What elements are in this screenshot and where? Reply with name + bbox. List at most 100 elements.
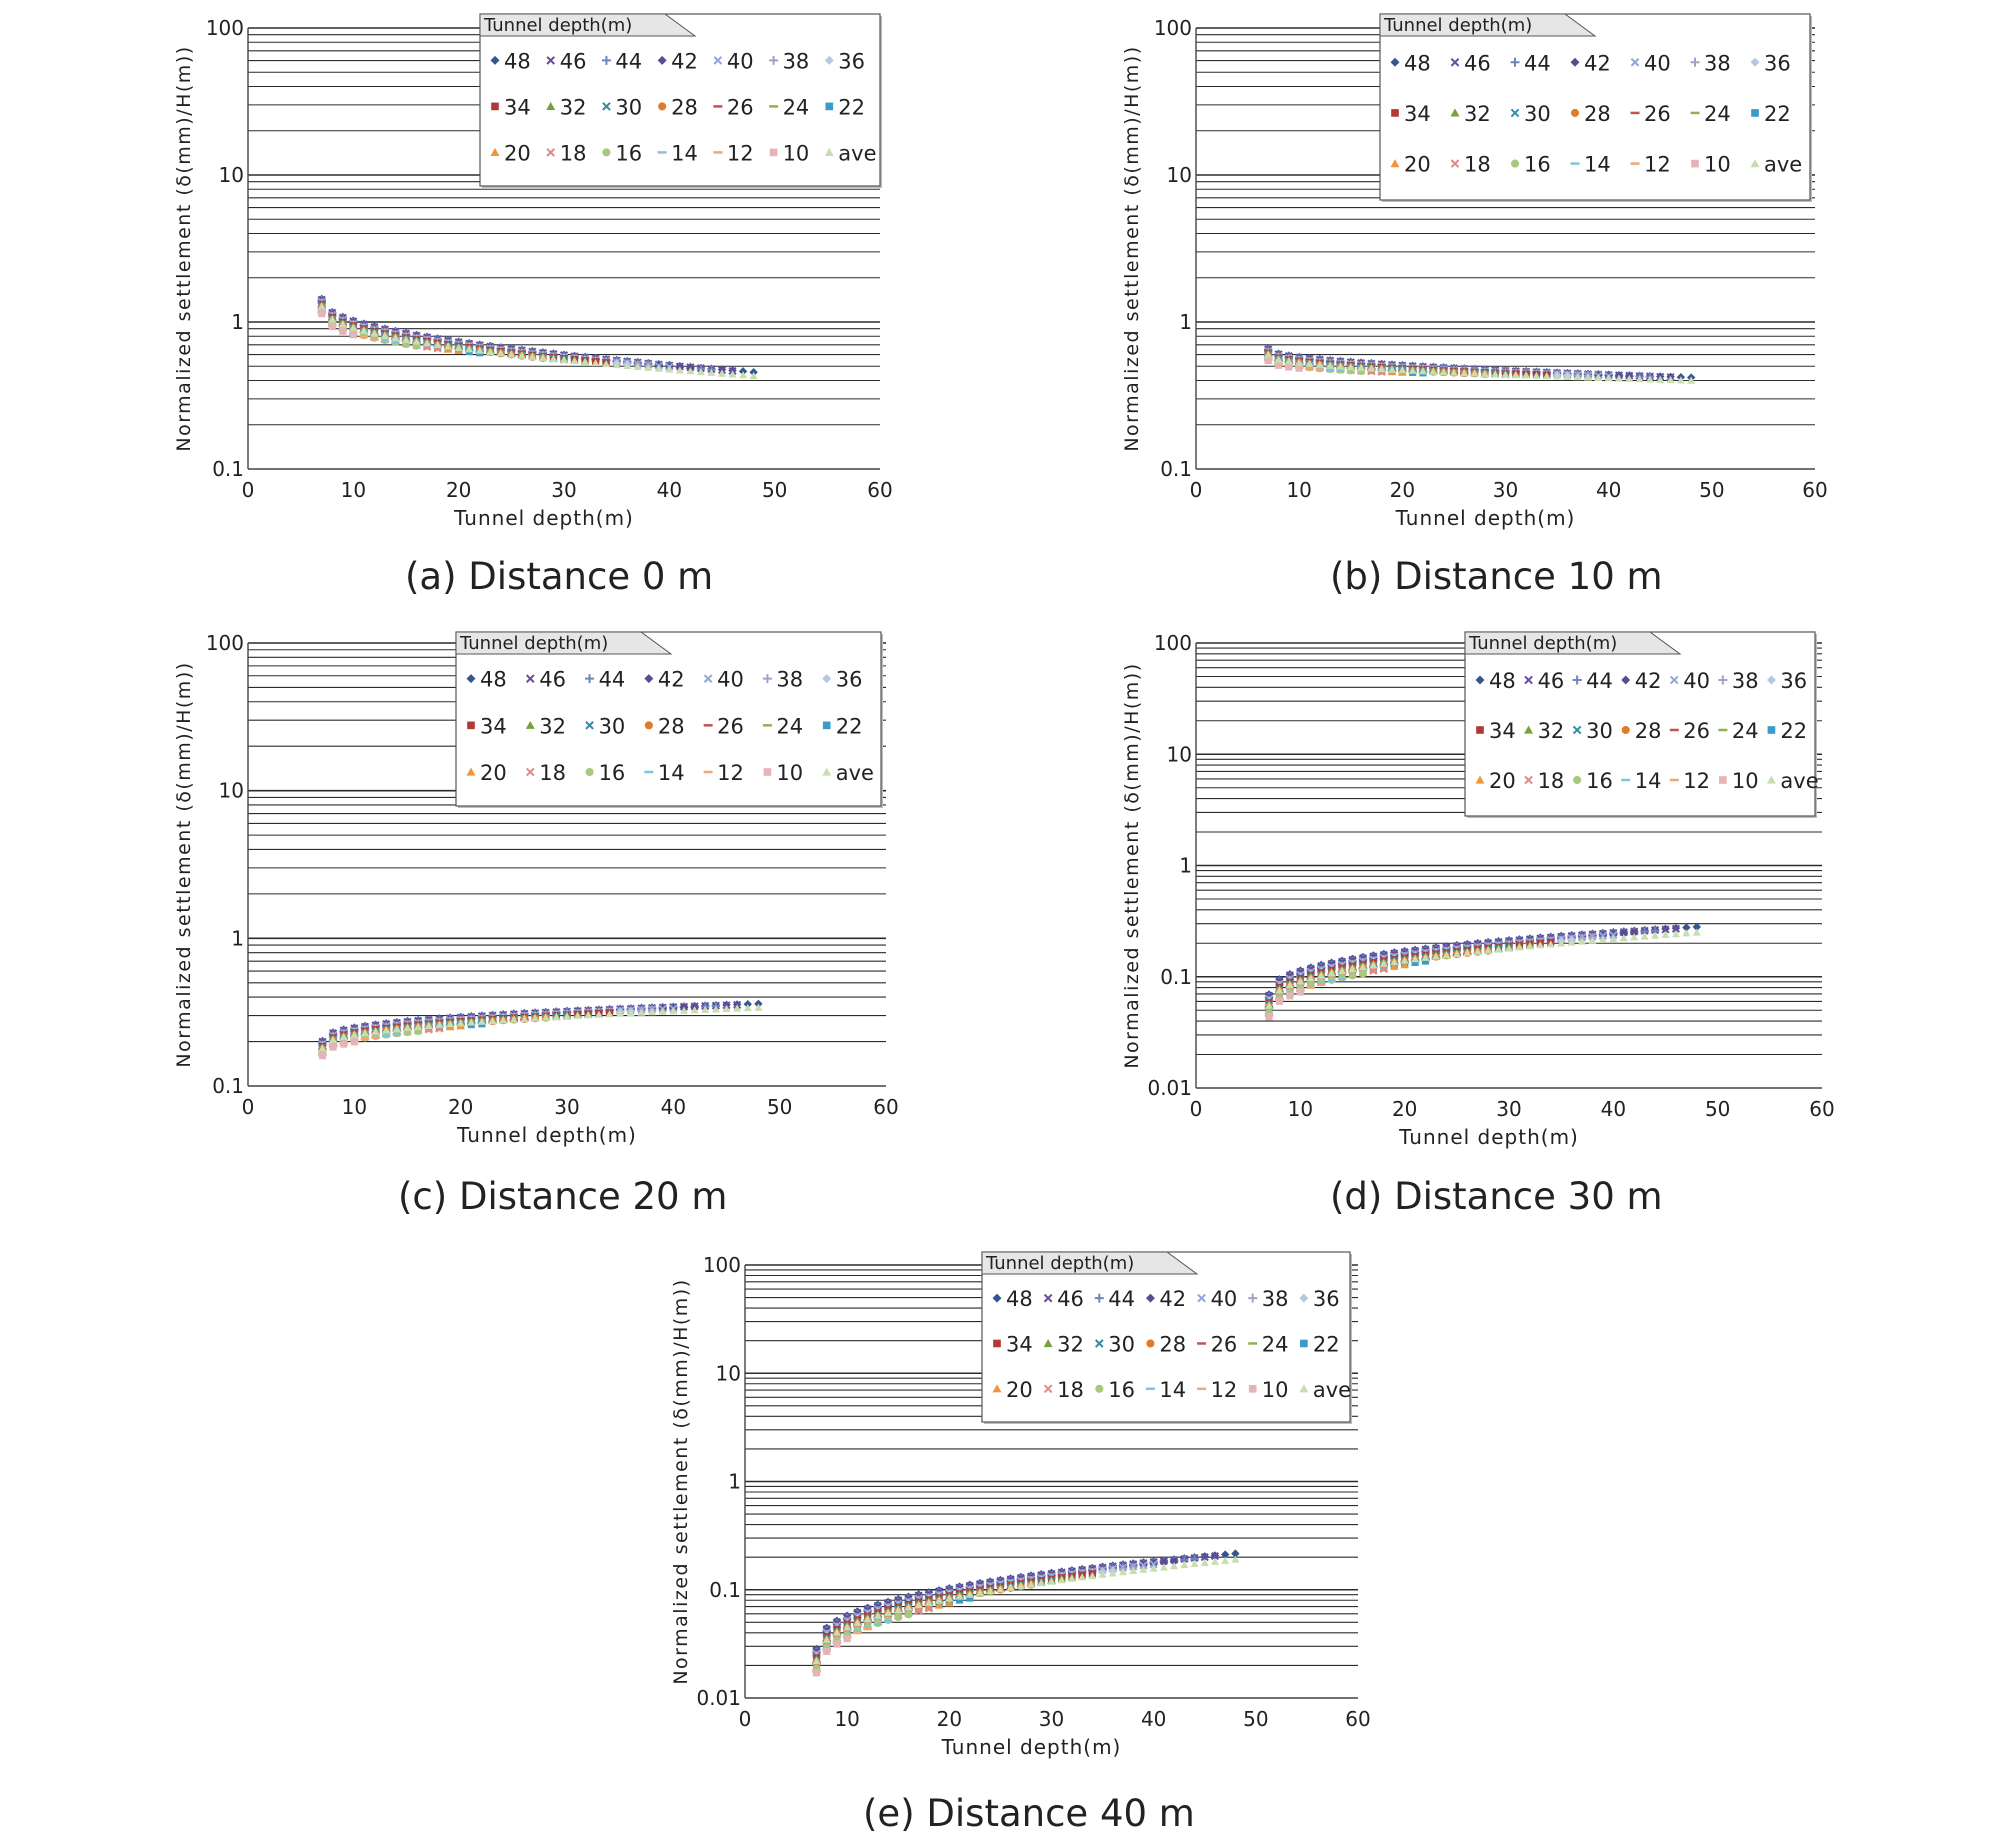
- data-point-ave: [1190, 1559, 1199, 1568]
- data-point-ave: [975, 1588, 984, 1596]
- legend-marker: [1570, 108, 1580, 117]
- y-tick-label: 100: [206, 16, 244, 40]
- data-point-ave: [605, 1010, 614, 1018]
- legend-label: 14: [1584, 153, 1611, 177]
- data-point-ave: [1067, 1574, 1076, 1582]
- data-point-ave: [517, 351, 526, 359]
- legend-label: 10: [1262, 1378, 1289, 1402]
- legend-marker: [1767, 726, 1776, 734]
- x-tick-label: 20: [448, 1095, 473, 1119]
- legend-label: 18: [539, 761, 566, 785]
- data-point-ave: [1336, 362, 1345, 370]
- data-point-ave: [1563, 372, 1572, 380]
- legend-label: 16: [1524, 153, 1551, 177]
- legend-title: Tunnel depth(m): [985, 1253, 1134, 1274]
- data-point: [329, 1043, 337, 1051]
- x-tick-label: 30: [1039, 1707, 1064, 1731]
- legend-marker: [1510, 108, 1520, 118]
- data-point: [1275, 997, 1284, 1005]
- data-point-ave: [435, 1020, 444, 1029]
- legend-label: 42: [671, 49, 698, 73]
- data-point-ave: [733, 1004, 742, 1012]
- legend-label: 26: [717, 714, 744, 738]
- legend-marker: [1094, 1293, 1104, 1303]
- legend-label: 32: [539, 714, 566, 738]
- legend-marker: [1766, 775, 1776, 784]
- legend-marker: [1524, 675, 1533, 685]
- legend-label: 10: [1732, 769, 1759, 793]
- x-tick-label: 60: [873, 1095, 898, 1119]
- data-point-ave: [996, 1585, 1005, 1593]
- data-point-ave: [665, 365, 674, 373]
- data-point-ave: [380, 331, 389, 339]
- legend-label: 32: [560, 95, 587, 119]
- data-point: [1159, 1558, 1169, 1567]
- x-axis-label: Tunnel depth(m): [1398, 1125, 1579, 1149]
- data-point: [349, 331, 357, 339]
- legend-marker: [1570, 57, 1580, 67]
- legend-label: 40: [727, 49, 754, 73]
- data-point: [1630, 928, 1639, 938]
- legend-title: Tunnel depth(m): [1383, 15, 1532, 36]
- legend-label: 42: [1635, 669, 1662, 693]
- data-point-ave: [812, 1656, 821, 1665]
- legend-label: 40: [717, 668, 744, 692]
- y-tick-label: 100: [1154, 16, 1192, 40]
- data-point-ave: [591, 358, 600, 367]
- legend-marker: [1248, 1384, 1257, 1393]
- legend-marker: [1145, 1293, 1155, 1303]
- legend-label: 48: [1404, 51, 1431, 75]
- data-point: [1348, 971, 1357, 980]
- legend-marker: [822, 674, 832, 684]
- legend-label: 24: [783, 95, 810, 119]
- legend-label: 44: [599, 668, 626, 692]
- data-point-ave: [584, 1011, 593, 1019]
- x-tick-label: 40: [1601, 1097, 1626, 1121]
- data-point: [812, 1669, 821, 1677]
- legend-label: 34: [504, 95, 531, 119]
- y-tick-label: 1: [728, 1470, 741, 1494]
- data-point-ave: [1367, 364, 1376, 372]
- data-point-ave: [743, 1003, 752, 1012]
- data-point-ave: [477, 1017, 486, 1025]
- data-point-ave: [679, 1006, 688, 1014]
- legend-marker: [1475, 675, 1485, 685]
- legend-label: 12: [1211, 1378, 1238, 1402]
- data-point-ave: [1553, 372, 1562, 380]
- legend-label: 10: [776, 761, 803, 785]
- x-tick-label: 0: [1190, 1097, 1203, 1121]
- y-axis-label: Normalized settlement (δ(mm)/H(m)): [670, 1278, 692, 1684]
- legend-label: 26: [1644, 102, 1671, 126]
- data-point-ave: [1108, 1569, 1117, 1577]
- data-point-ave: [496, 349, 505, 357]
- x-tick-label: 0: [1190, 478, 1203, 502]
- legend-marker: [1248, 1293, 1258, 1303]
- data-point-ave: [509, 1015, 518, 1023]
- legend-box: [455, 631, 882, 807]
- legend-title: Tunnel depth(m): [1468, 633, 1617, 654]
- data-point: [328, 323, 336, 331]
- data-point-ave: [739, 371, 748, 379]
- legend-marker: [993, 1339, 1001, 1348]
- legend-marker: [585, 767, 594, 777]
- data-point-ave: [884, 1608, 893, 1616]
- legend-title-tab: [1464, 631, 1682, 655]
- data-point: [924, 1603, 934, 1611]
- legend-label: 30: [1108, 1332, 1135, 1356]
- data-point-ave: [1231, 1555, 1240, 1563]
- legend-label: 14: [1159, 1378, 1186, 1402]
- data-point-ave: [1692, 928, 1701, 936]
- data-point: [823, 1647, 831, 1655]
- legend-marker: [763, 768, 772, 776]
- data-point-ave: [402, 335, 410, 343]
- legend-title-tab: [1379, 13, 1597, 37]
- data-point-ave: [1327, 968, 1336, 977]
- data-point-ave: [863, 1615, 872, 1623]
- data-point: [966, 1594, 974, 1602]
- legend-marker: [1300, 1339, 1308, 1348]
- data-point-ave: [1525, 942, 1534, 950]
- legend-marker: [585, 721, 594, 730]
- legend-marker: [1572, 725, 1582, 735]
- data-point-ave: [465, 345, 474, 353]
